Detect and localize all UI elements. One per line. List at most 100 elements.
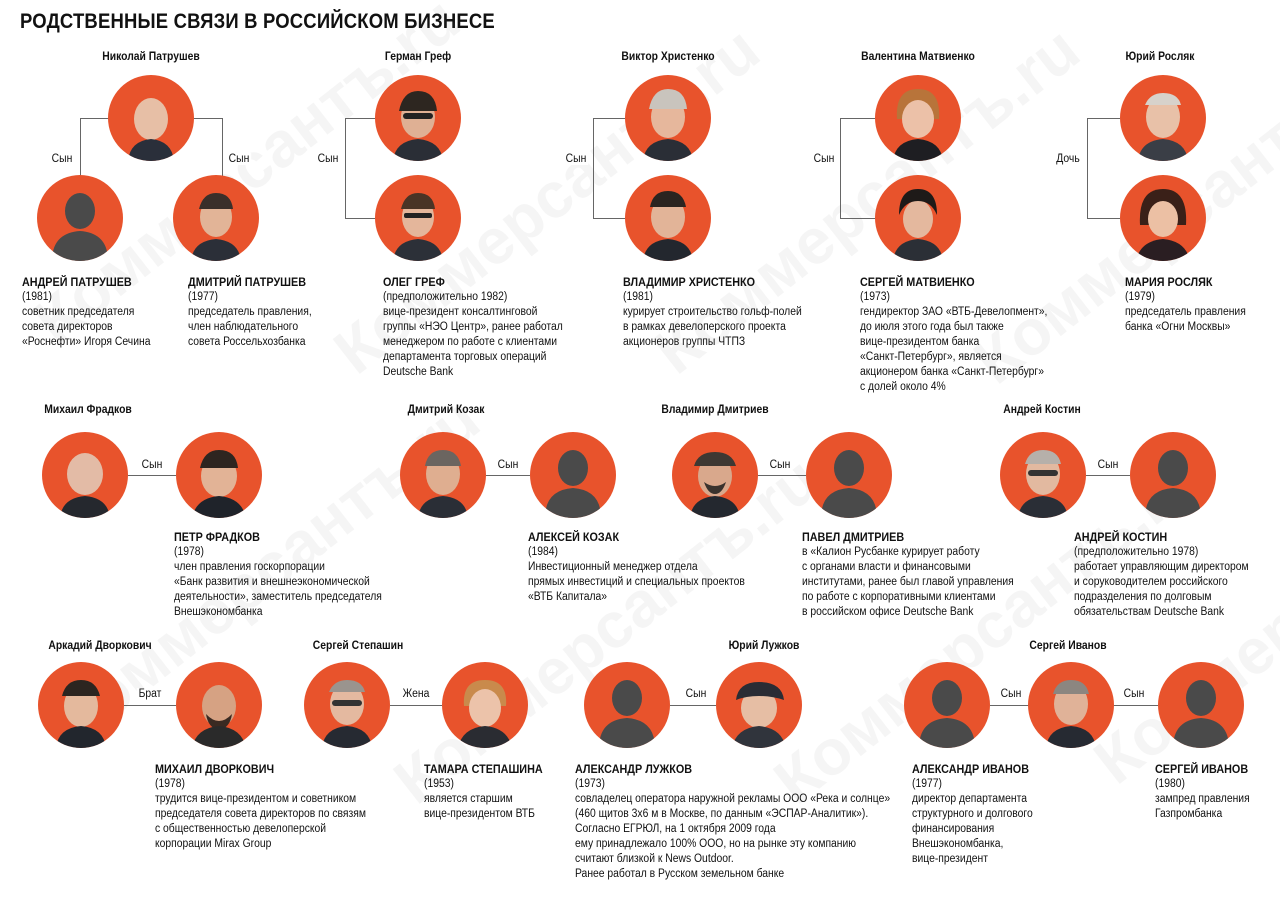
desc-s-ivanov-jr: СЕРГЕЙ ИВАНОВ (1980) зампред правления Г… (1155, 762, 1250, 822)
connector (390, 705, 442, 706)
person-detail: вице-президент (912, 853, 988, 865)
person-detail: (1978) (155, 778, 185, 790)
person-detail: в рамках девелоперского проекта (623, 321, 786, 333)
desc-s-matvienko: СЕРГЕЙ МАТВИЕНКО (1973) гендиректор ЗАО … (860, 275, 1047, 395)
person-detail: подразделения по долговым (1074, 591, 1212, 603)
person-name: ОЛЕГ ГРЕФ (383, 275, 445, 289)
photo-d-patrushev (173, 175, 259, 261)
photo-p-fradkov (176, 432, 262, 518)
person-detail: председателя совета директоров по связям (155, 808, 366, 820)
portrait-icon (60, 453, 110, 518)
person-detail: обязательствам Deutsche Bank (1074, 606, 1225, 618)
relation-label: Сын (49, 153, 75, 165)
desc-p-fradkov: ПЕТР ФРАДКОВ (1978) член правления госко… (174, 530, 382, 620)
person-name: ДМИТРИЙ ПАТРУШЕВ (188, 275, 307, 289)
person-detail: ему принадлежало 100% ООО, но на рынке э… (575, 838, 857, 850)
person-name: АЛЕКСЕЙ КОЗАК (528, 530, 620, 544)
person-name: ПАВЕЛ ДМИТРИЕВ (802, 530, 905, 544)
desc-m-roslyak: МАРИЯ РОСЛЯК (1979) председатель правлен… (1125, 275, 1246, 335)
relation-label: Сын (1095, 459, 1121, 471)
person-name: ВЛАДИМИР ХРИСТЕНКО (623, 275, 756, 289)
person-name: МИХАИЛ ДВОРКОВИЧ (155, 762, 275, 776)
photo-s-matvienko (875, 175, 961, 261)
person-detail: и соруководителем российского (1074, 576, 1228, 588)
silhouette-p-dmitriev (806, 432, 892, 518)
group-name-gref: Герман Греф (384, 51, 452, 63)
desc-a-luzhkov: АЛЕКСАНДР ЛУЖКОВ (1973) совладелец опера… (575, 762, 890, 882)
photo-g-gref (375, 75, 461, 161)
person-detail: курирует строительство гольф-полей (623, 306, 802, 318)
person-detail: акционером банка «Санкт-Петербург» (860, 366, 1044, 378)
connector (486, 475, 530, 476)
person-detail: Ранее работал в Русском земельном банке (575, 868, 785, 880)
person-detail: гендиректор ЗАО «ВТБ-Девелопмент», (860, 306, 1048, 318)
connector (593, 218, 625, 219)
portrait-icon (1138, 93, 1188, 161)
person-detail: вице-президентом банка (860, 336, 980, 348)
person-detail: зампред правления (1155, 793, 1250, 805)
connector (840, 118, 875, 119)
person-detail: член наблюдательного (188, 321, 299, 333)
relation-label: Сын (315, 153, 341, 165)
group-name-roslyak: Юрий Росляк (1125, 51, 1195, 63)
connector (80, 118, 81, 176)
silhouette-a-patrushev (37, 175, 123, 261)
desc-a-patrushev: АНДРЕЙ ПАТРУШЕВ (1981) советник председа… (22, 275, 150, 350)
person-silhouette-icon (52, 193, 108, 261)
person-silhouette-icon (919, 680, 975, 748)
person-detail: (1981) (623, 291, 653, 303)
person-detail: Инвестиционный менеджер отдела (528, 561, 698, 573)
group-name-dmitriev: Владимир Дмитриев (661, 404, 769, 416)
connector (1087, 218, 1120, 219)
connector (758, 475, 806, 476)
person-name: СЕРГЕЙ МАТВИЕНКО (860, 275, 975, 289)
desc-a-ivanov: АЛЕКСАНДР ИВАНОВ (1977) директор департа… (912, 762, 1033, 867)
person-name: АНДРЕЙ КОСТИН (1074, 530, 1168, 544)
person-detail: (1981) (22, 291, 52, 303)
person-detail: трудится вице-президентом и советником (155, 793, 357, 805)
silhouette-a-ivanov (904, 662, 990, 748)
person-detail: (460 щитов 3х6 м в Москве, по данным «ЭС… (575, 808, 869, 820)
person-detail: финансирования (912, 823, 995, 835)
group-name-dvorkovich: Аркадий Дворкович (48, 640, 152, 652)
group-name-kozak: Дмитрий Козак (407, 404, 485, 416)
person-detail: в «Калион Русбанке курирует работу (802, 546, 980, 558)
person-silhouette-icon (821, 450, 877, 518)
person-silhouette-icon (1145, 450, 1201, 518)
person-detail: (1984) (528, 546, 558, 558)
person-detail: (1977) (912, 778, 942, 790)
photo-a-dvorkovich (38, 662, 124, 748)
person-detail: вице-президент консалтинговой (383, 306, 538, 318)
person-name: МАРИЯ РОСЛЯК (1125, 275, 1213, 289)
person-detail: (1978) (174, 546, 204, 558)
desc-t-stepashina: ТАМАРА СТЕПАШИНА (1953) является старшим… (424, 762, 543, 822)
person-silhouette-icon (1173, 680, 1229, 748)
group-name-kostin: Андрей Костин (1003, 404, 1081, 416)
relation-label: Сын (1121, 688, 1147, 700)
connector (593, 118, 625, 119)
group-name-luzhkov: Юрий Лужков (728, 640, 800, 652)
person-name: СЕРГЕЙ ИВАНОВ (1155, 762, 1249, 776)
photo-n-patrushev (108, 75, 194, 161)
portrait-icon (893, 89, 943, 161)
portrait-icon (690, 452, 740, 518)
person-detail: директор департамента (912, 793, 1028, 805)
relation-label: Сын (563, 153, 589, 165)
photo-m-dvorkovich (176, 662, 262, 748)
relation-label: Брат (136, 688, 164, 700)
person-detail: совладелец оператора наружной рекламы ОО… (575, 793, 891, 805)
portrait-icon (1018, 450, 1068, 518)
relation-label: Сын (811, 153, 837, 165)
portrait-icon (1046, 680, 1096, 748)
person-detail: Газпромбанка (1155, 808, 1223, 820)
group-name-ivanov: Сергей Иванов (1029, 640, 1107, 652)
person-name: ТАМАРА СТЕПАШИНА (424, 762, 543, 776)
photo-s-ivanov-sr (1028, 662, 1114, 748)
portrait-icon (393, 193, 443, 261)
silhouette-a-kostin (1130, 432, 1216, 518)
desc-p-dmitriev: ПАВЕЛ ДМИТРИЕВ в «Калион Русбанке куриру… (802, 530, 1014, 620)
person-detail: деятельности», заместитель председателя (174, 591, 382, 603)
relation-label: Сын (226, 153, 252, 165)
person-name: АНДРЕЙ ПАТРУШЕВ (22, 275, 132, 289)
relation-label: Сын (139, 459, 165, 471)
